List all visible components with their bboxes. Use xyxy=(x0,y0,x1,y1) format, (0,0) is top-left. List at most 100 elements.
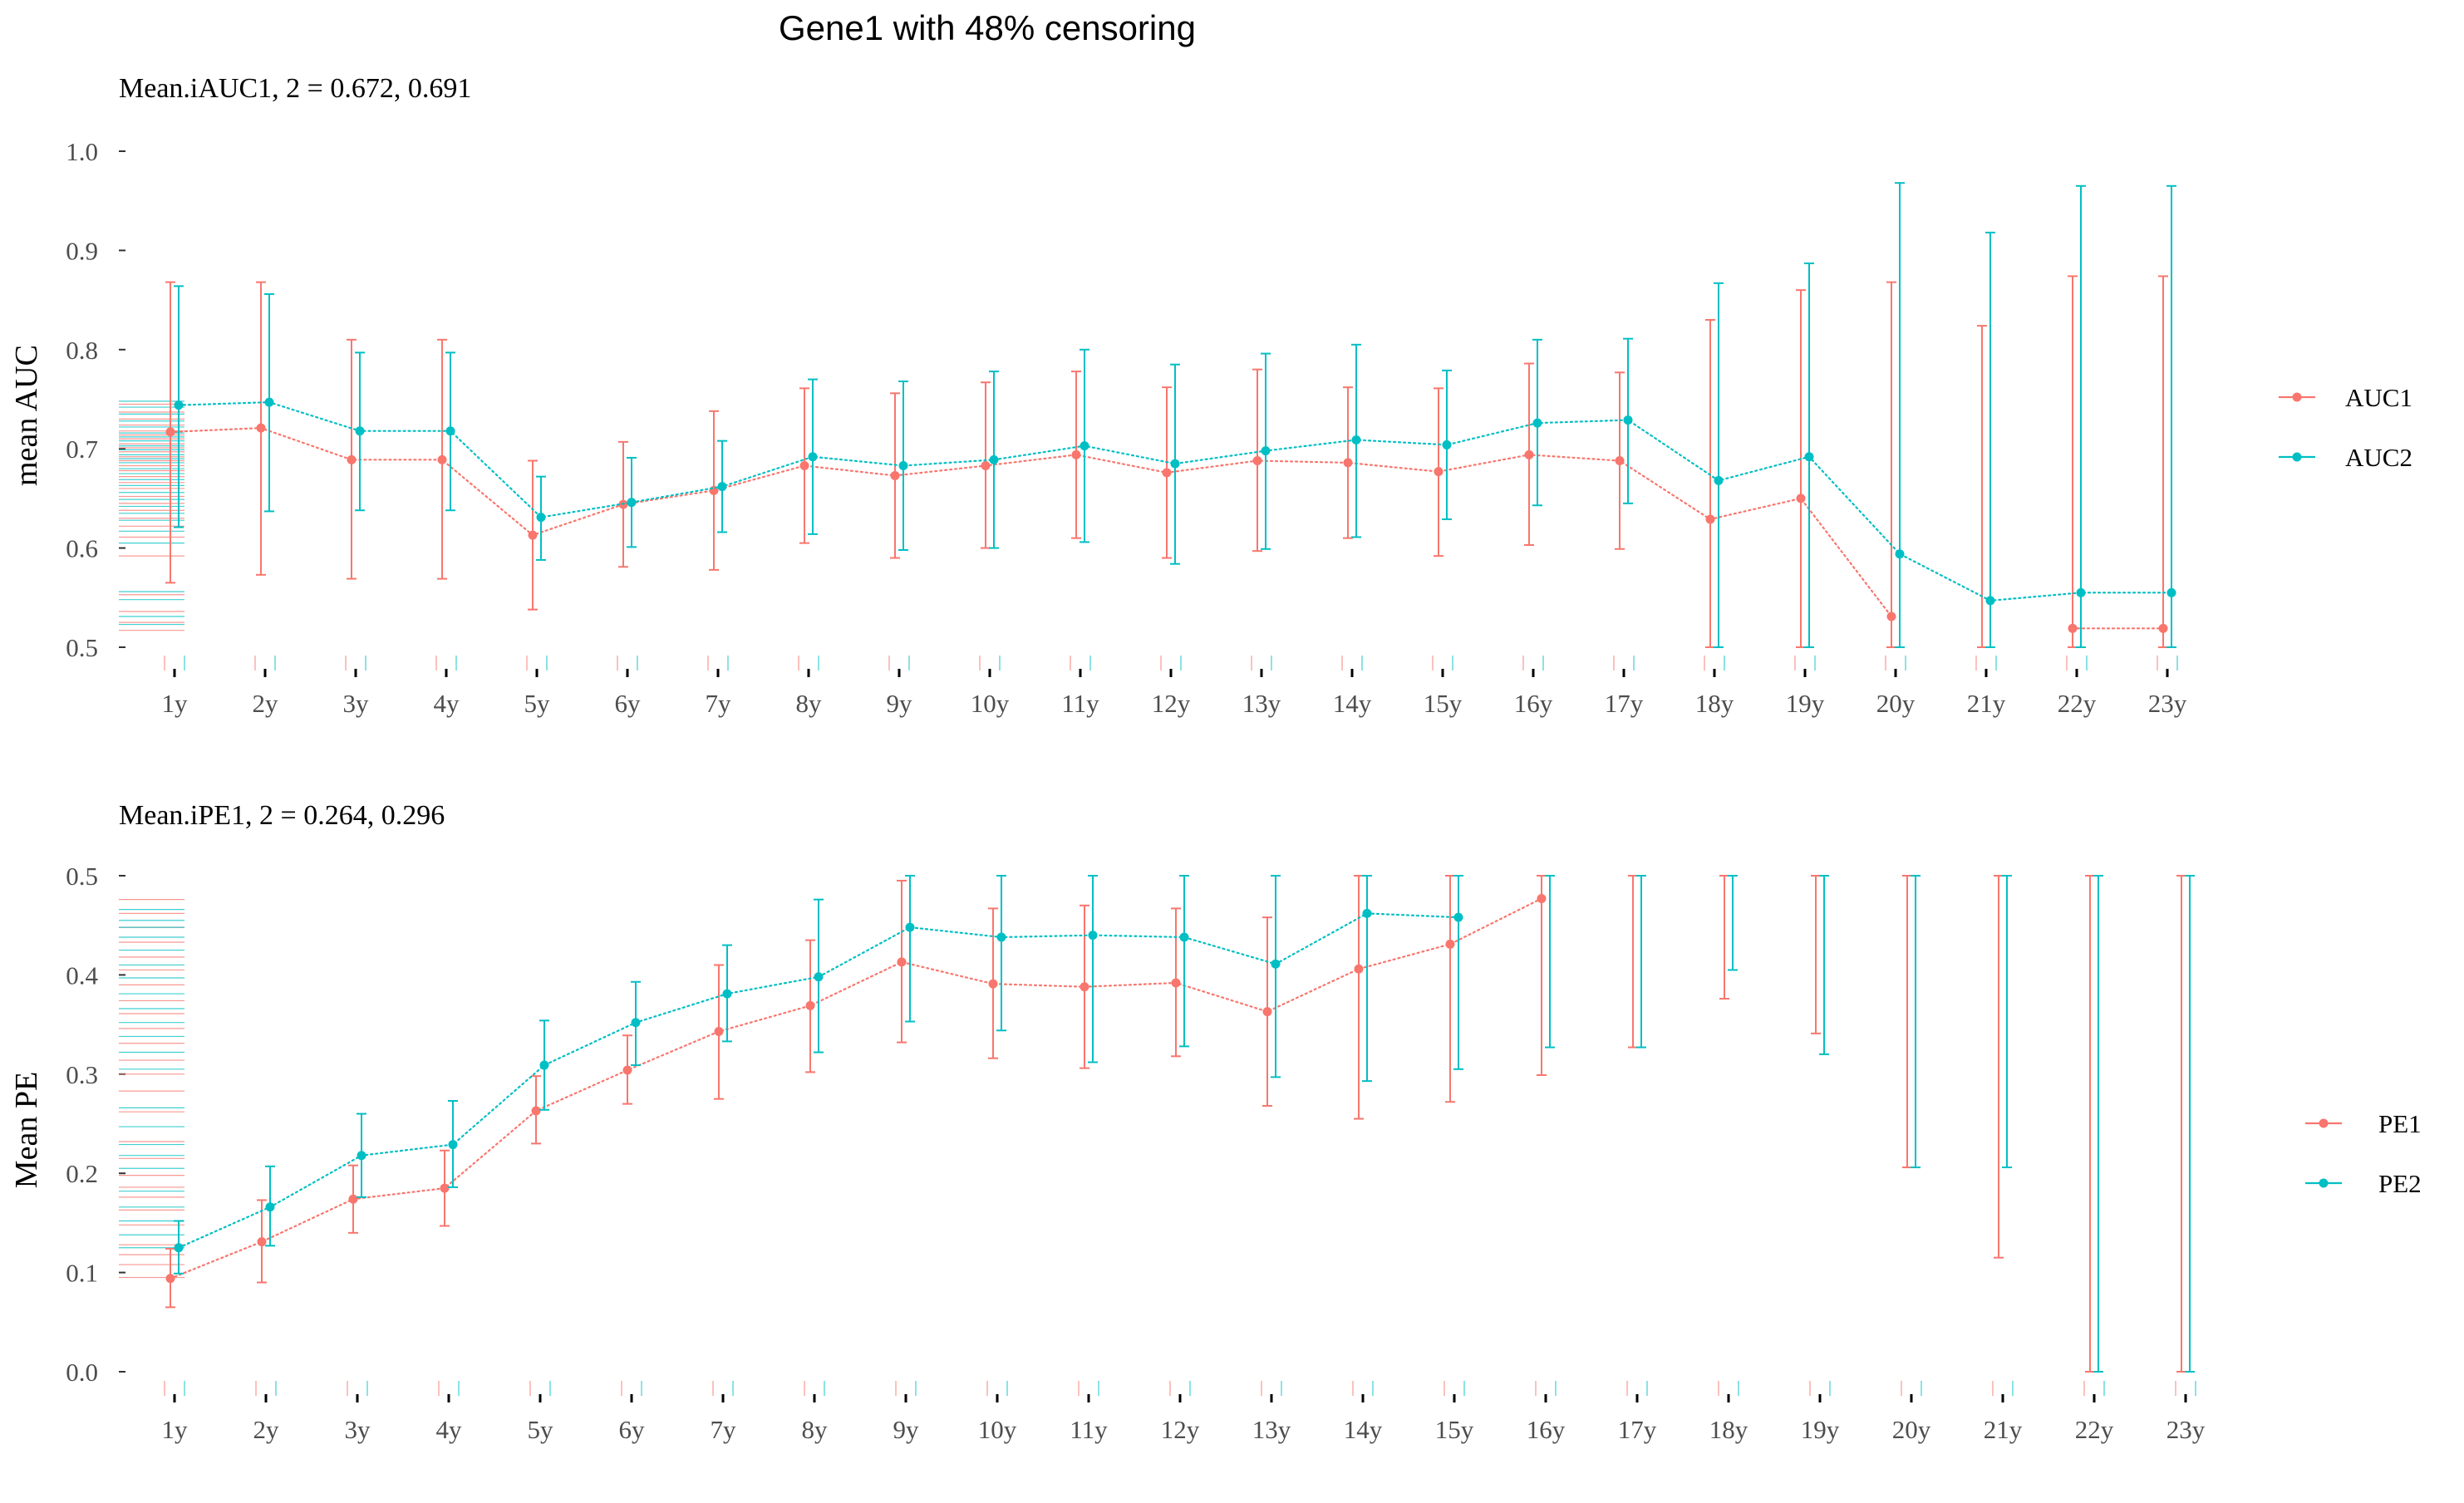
x-tick-label: 21y xyxy=(1984,1415,2023,1444)
data-point xyxy=(1080,441,1089,451)
data-point xyxy=(1985,596,1995,606)
data-point xyxy=(1895,549,1905,559)
pe-panel: Mean.iPE1, 2 = 0.264, 0.296 Mean PE 0.0 0.1… xyxy=(9,800,2422,1444)
data-point xyxy=(622,1065,632,1075)
y-tick-label: 0.3 xyxy=(66,1060,98,1089)
legend-label: PE2 xyxy=(2378,1169,2422,1198)
data-point xyxy=(1623,415,1633,425)
x-tick-label: 10y xyxy=(971,689,1010,718)
x-tick-label: 15y xyxy=(1435,1415,1474,1444)
y-tick-label: 0.7 xyxy=(66,435,98,464)
x-tick-label: 12y xyxy=(1161,1415,1200,1444)
x-tick-label: 17y xyxy=(1618,1415,1657,1444)
x-tick-label: 22y xyxy=(2075,1415,2114,1444)
legend-key-point xyxy=(2319,1178,2329,1188)
x-tick-label: 5y xyxy=(528,1415,554,1444)
data-point xyxy=(722,989,732,999)
legend-label: AUC1 xyxy=(2345,383,2412,412)
data-point xyxy=(1453,912,1463,922)
series-auc2 xyxy=(174,182,2176,648)
x-tick-label: 18y xyxy=(1695,689,1734,718)
data-point xyxy=(348,1194,358,1204)
data-point xyxy=(539,1060,549,1070)
data-point xyxy=(1796,494,1806,503)
data-point xyxy=(1080,982,1089,992)
data-point xyxy=(1261,446,1271,456)
data-point xyxy=(996,932,1006,942)
data-point xyxy=(1162,468,1172,478)
y-tick-label: 0.0 xyxy=(66,1358,98,1387)
x-tick-label: 23y xyxy=(2148,689,2187,718)
data-point xyxy=(814,972,824,982)
data-point xyxy=(2166,587,2176,597)
data-point xyxy=(905,922,915,932)
data-point xyxy=(1271,959,1281,969)
data-point xyxy=(631,1018,641,1028)
data-point xyxy=(897,957,907,967)
data-point xyxy=(440,1183,450,1193)
x-tick-label: 19y xyxy=(1801,1415,1840,1444)
x-tick-label: 18y xyxy=(1709,1415,1748,1444)
series-pe2 xyxy=(174,875,2195,1373)
data-point xyxy=(1714,475,1724,485)
x-tick-label: 1y xyxy=(162,689,189,718)
data-point xyxy=(1442,440,1452,449)
legend-key-point xyxy=(2292,392,2302,402)
data-point xyxy=(1362,908,1372,918)
y-tick-label: 0.4 xyxy=(66,960,98,990)
x-tick-label: 21y xyxy=(1967,689,2006,718)
x-tick-label: 20y xyxy=(1892,1415,1931,1444)
x-tick-label: 8y xyxy=(796,689,823,718)
x-tick-label: 12y xyxy=(1152,689,1191,718)
legend-key-point xyxy=(2292,452,2302,462)
x-tick-label: 8y xyxy=(802,1415,829,1444)
y-tick-label: 1.0 xyxy=(66,137,98,166)
x-tick-label: 3y xyxy=(343,689,370,718)
data-point xyxy=(714,1026,724,1036)
x-tick-label: 5y xyxy=(524,689,551,718)
auc-panel: Mean.iAUC1, 2 = 0.672, 0.691 mean AUC 0.5 0… xyxy=(9,73,2412,718)
data-point xyxy=(1171,978,1181,988)
data-point xyxy=(1343,458,1353,468)
x-tick-label: 1y xyxy=(162,1415,189,1444)
data-point xyxy=(256,423,266,433)
data-point xyxy=(445,426,455,436)
x-tick-label: 10y xyxy=(978,1415,1017,1444)
series-pe1 xyxy=(165,875,2186,1373)
y-tick-label: 0.5 xyxy=(66,862,98,891)
x-tick-label: 4y xyxy=(436,1415,463,1444)
x-tick-label: 16y xyxy=(1514,689,1553,718)
data-point xyxy=(717,482,727,492)
data-point xyxy=(981,460,991,470)
y-tick-label: 0.1 xyxy=(66,1259,98,1288)
y-axis-label: mean AUC xyxy=(9,345,44,486)
panel-subtitle: Mean.iAUC1, 2 = 0.672, 0.691 xyxy=(119,73,471,104)
data-point xyxy=(347,454,357,464)
data-point xyxy=(808,452,818,462)
data-point xyxy=(1615,456,1625,466)
data-point xyxy=(2068,623,2078,633)
data-point xyxy=(531,1106,541,1116)
data-point xyxy=(1088,931,1098,941)
figure-title: Gene1 with 48% censoring xyxy=(779,8,1196,47)
legend-label: AUC2 xyxy=(2345,443,2412,472)
data-point xyxy=(355,426,365,436)
data-point xyxy=(174,1243,184,1253)
series-line xyxy=(169,427,1893,618)
data-point xyxy=(1351,435,1361,445)
data-point xyxy=(627,498,637,508)
y-axis-label: Mean PE xyxy=(9,1072,44,1188)
data-point xyxy=(890,470,900,480)
data-point xyxy=(799,460,809,470)
x-tick-label: 11y xyxy=(1070,1415,1108,1444)
x-tick-label: 3y xyxy=(345,1415,371,1444)
data-point xyxy=(1170,459,1180,469)
y-tick-label: 0.6 xyxy=(66,534,98,563)
data-point xyxy=(1886,612,1896,621)
data-point xyxy=(264,397,274,407)
data-point xyxy=(528,530,538,540)
panel-subtitle: Mean.iPE1, 2 = 0.264, 0.296 xyxy=(119,800,445,831)
data-point xyxy=(2076,587,2086,597)
x-tick-label: 20y xyxy=(1876,689,1916,718)
